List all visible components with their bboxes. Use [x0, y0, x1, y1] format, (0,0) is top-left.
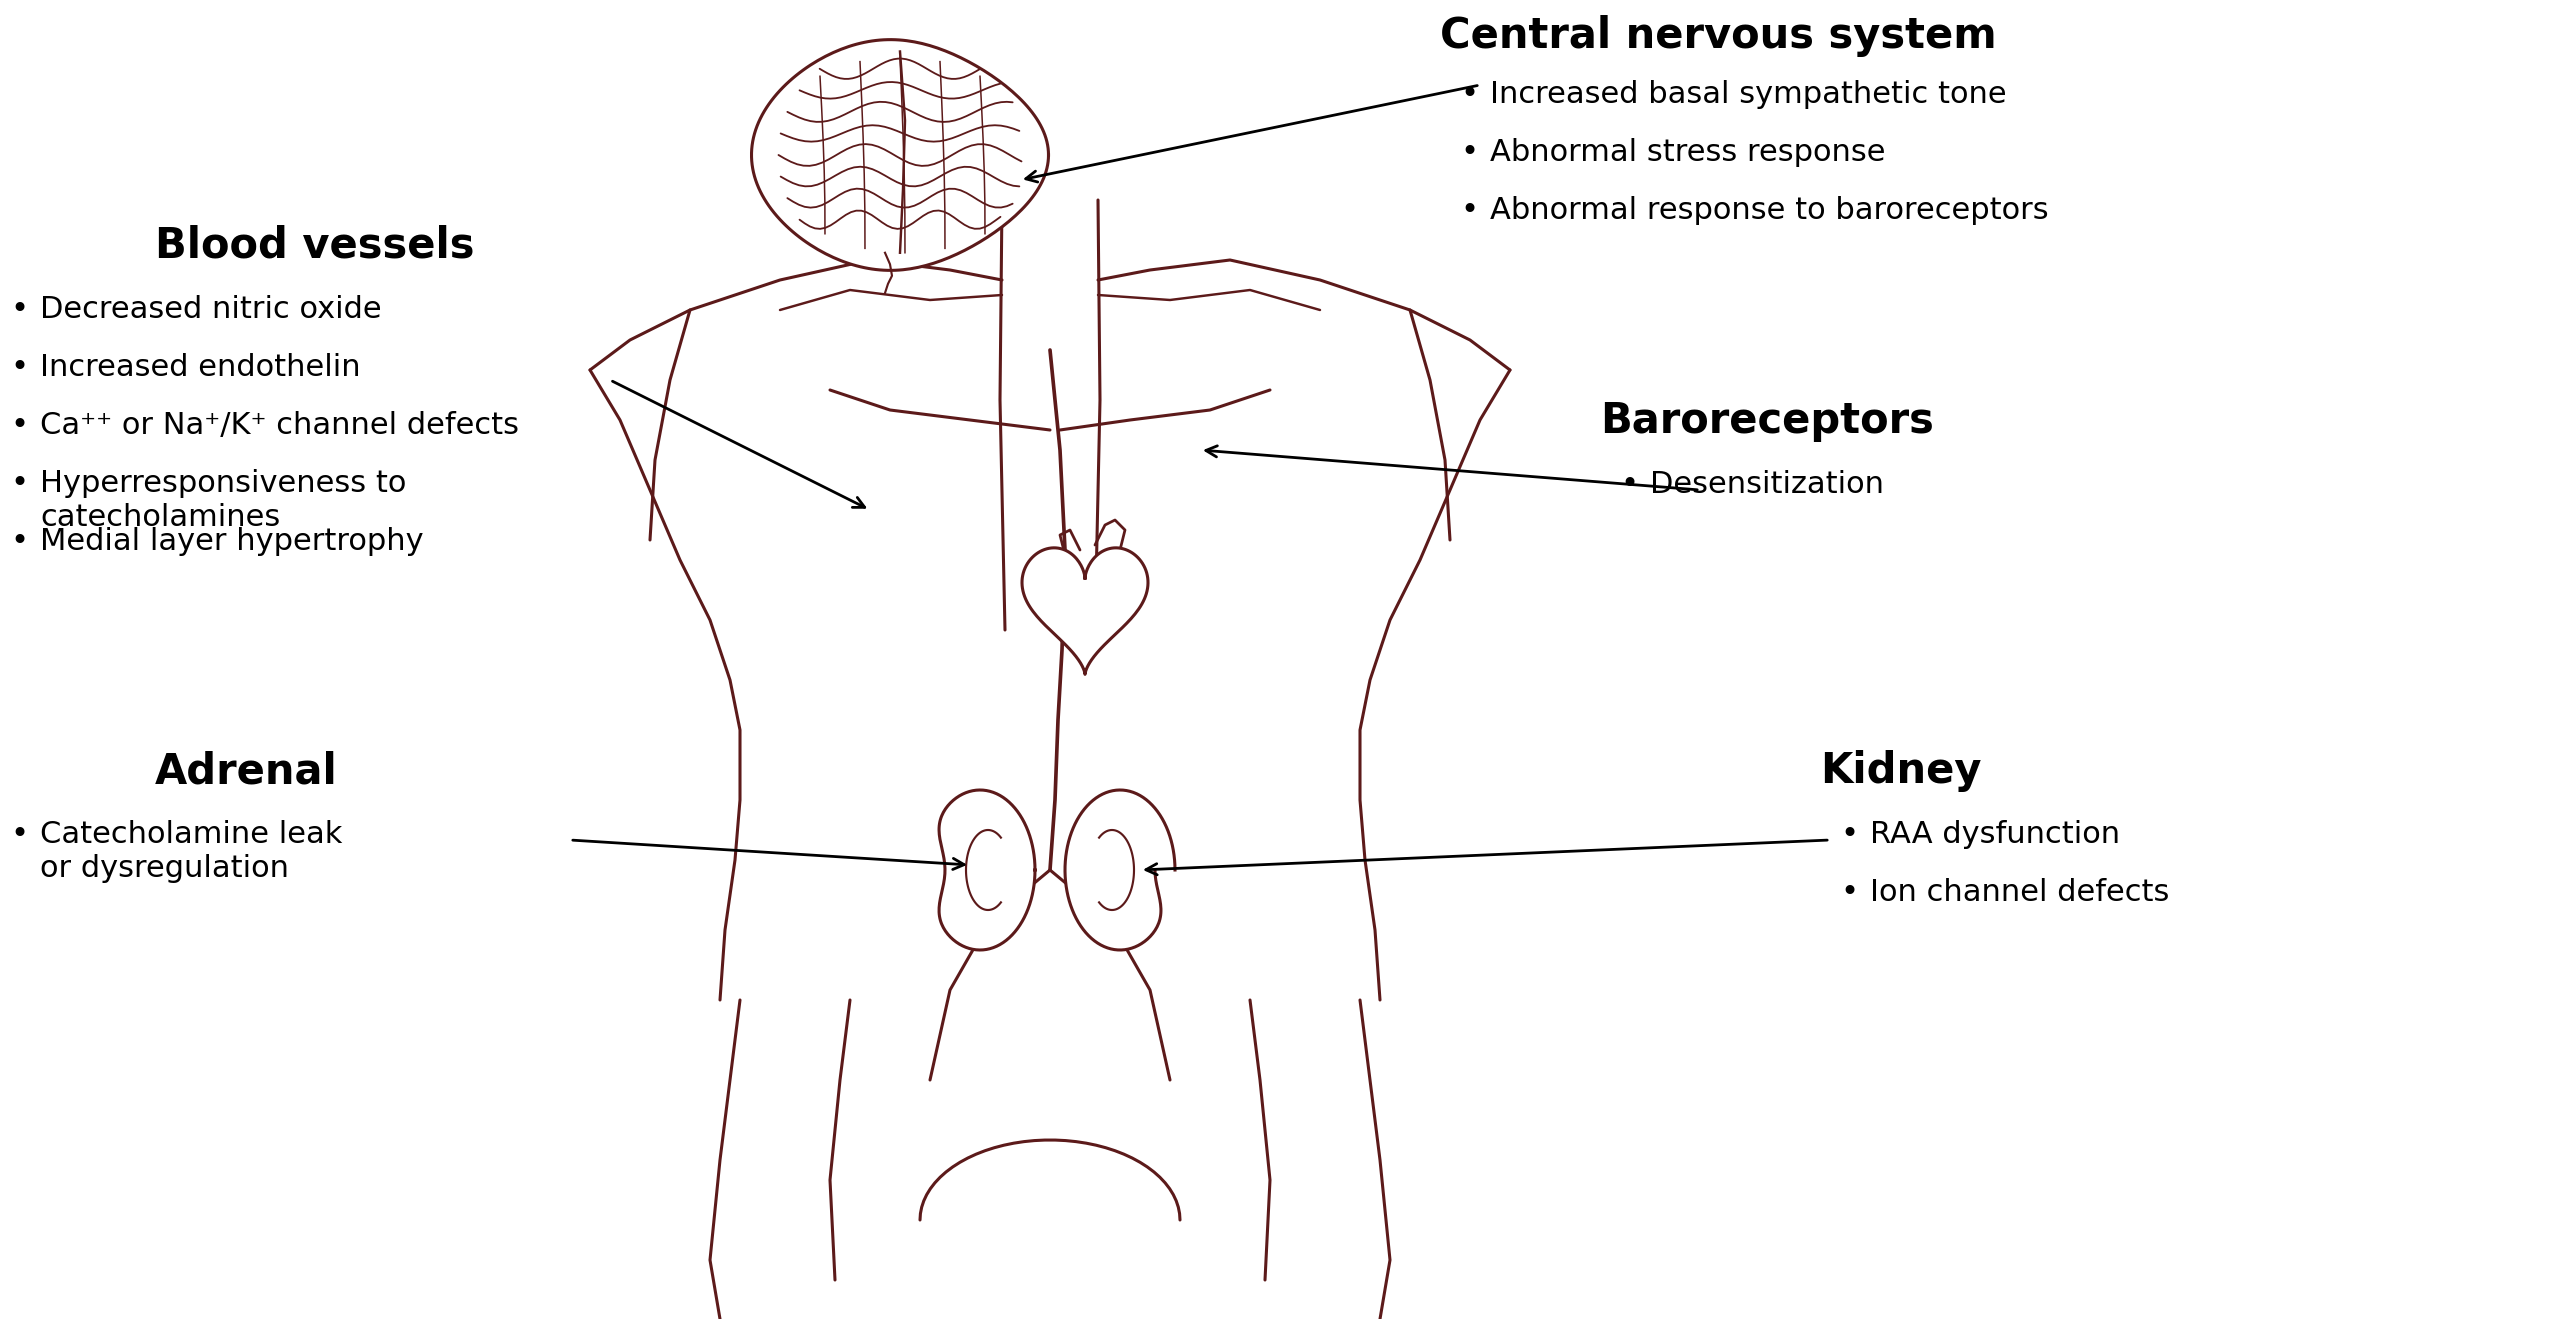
Text: •: •	[10, 528, 28, 557]
Text: Medial layer hypertrophy: Medial layer hypertrophy	[41, 528, 422, 557]
Polygon shape	[1021, 547, 1147, 674]
Text: RAA dysfunction: RAA dysfunction	[1869, 820, 2120, 849]
Text: Ca⁺⁺ or Na⁺/K⁺ channel defects: Ca⁺⁺ or Na⁺/K⁺ channel defects	[41, 412, 520, 441]
Text: •: •	[1841, 878, 1859, 907]
Text: Catecholamine leak
or dysregulation: Catecholamine leak or dysregulation	[41, 820, 343, 882]
Text: •: •	[1459, 80, 1477, 109]
Text: Central nervous system: Central nervous system	[1439, 15, 1997, 57]
Text: Hyperresponsiveness to
catecholamines: Hyperresponsiveness to catecholamines	[41, 470, 407, 532]
Text: Abnormal response to baroreceptors: Abnormal response to baroreceptors	[1490, 197, 2048, 226]
Text: Desensitization: Desensitization	[1651, 470, 1884, 499]
Text: •: •	[10, 820, 28, 849]
Text: Abnormal stress response: Abnormal stress response	[1490, 138, 1887, 168]
Text: •: •	[1841, 820, 1859, 849]
Text: •: •	[10, 412, 28, 441]
Text: Increased endothelin: Increased endothelin	[41, 353, 361, 383]
Text: •: •	[1459, 197, 1477, 226]
Polygon shape	[753, 40, 1050, 270]
Text: •: •	[1459, 138, 1477, 168]
Text: Increased basal sympathetic tone: Increased basal sympathetic tone	[1490, 80, 2007, 109]
Text: Baroreceptors: Baroreceptors	[1600, 400, 1933, 442]
Text: •: •	[10, 470, 28, 499]
Text: Blood vessels: Blood vessels	[156, 226, 474, 266]
Text: •: •	[10, 353, 28, 383]
Polygon shape	[1065, 790, 1175, 950]
Text: Adrenal: Adrenal	[156, 751, 338, 791]
Text: •: •	[10, 295, 28, 324]
Text: Decreased nitric oxide: Decreased nitric oxide	[41, 295, 381, 324]
Text: Kidney: Kidney	[1820, 751, 1981, 791]
Text: Ion channel defects: Ion channel defects	[1869, 878, 2168, 907]
Polygon shape	[940, 790, 1034, 950]
Text: •: •	[1620, 470, 1638, 499]
